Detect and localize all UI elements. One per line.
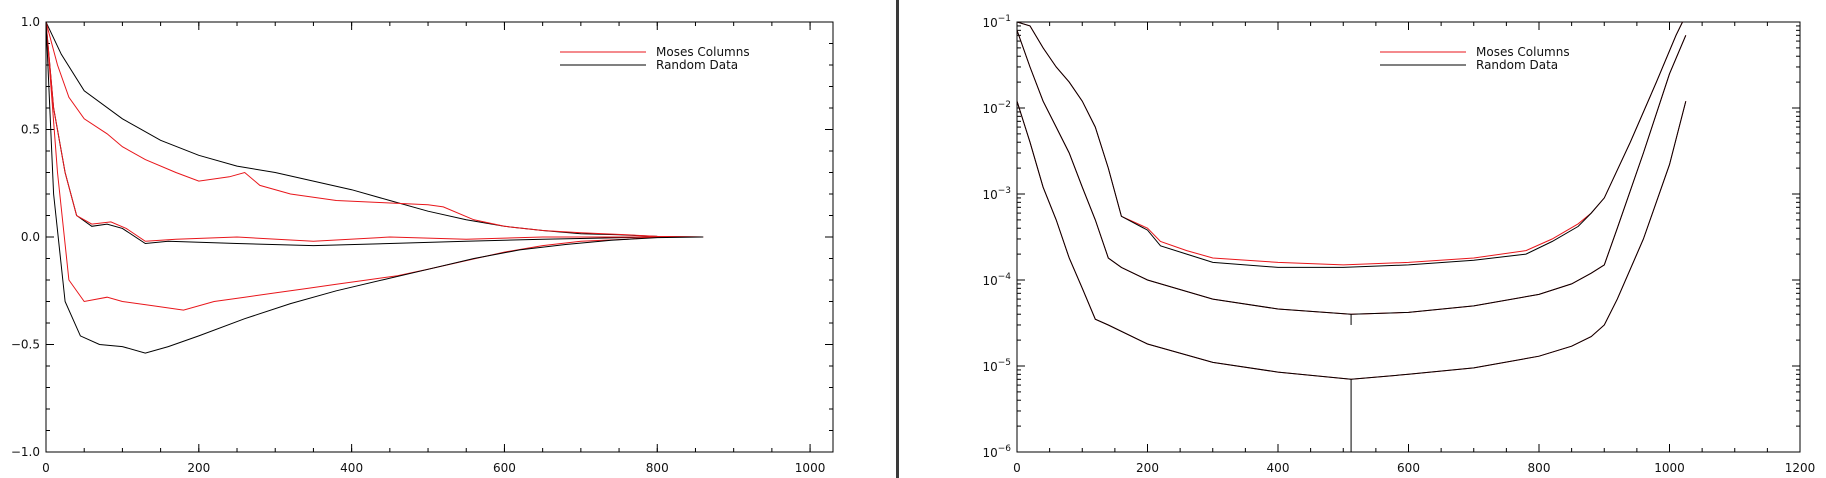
series-group [46, 22, 704, 354]
legend-label: Moses Columns [1476, 45, 1570, 59]
series-group [1017, 22, 1687, 452]
series-line-3 [1017, 30, 1687, 315]
y-tick-label: 1.0 [21, 15, 40, 29]
series-line-3 [46, 22, 704, 247]
legend-label: Random Data [656, 58, 738, 72]
y-tick-label: 0.0 [21, 230, 40, 244]
x-tick-label: 600 [493, 461, 516, 475]
x-tick-label: 0 [42, 461, 50, 475]
y-tick-label: −1.0 [11, 445, 40, 459]
series-line-4 [1017, 30, 1687, 315]
chart-1: 0 200 400 600 800 1000 −1.0 −0.5 0.0 0.5 1.0 Moses … [11, 15, 834, 475]
y-tick-label: 10−2 [982, 100, 1011, 116]
y-tick-label: 10−3 [982, 186, 1011, 202]
series-line-5 [1017, 101, 1687, 380]
series-line-1 [1017, 22, 1683, 266]
legend-label: Random Data [1476, 58, 1558, 72]
series-line-6 [1017, 101, 1687, 380]
plot-frame [1016, 21, 1801, 453]
x-tick-label: 1200 [1785, 461, 1816, 475]
y-tick-label: 10−5 [982, 358, 1011, 374]
legend-label: Moses Columns [656, 45, 750, 59]
panel-divider [896, 0, 899, 478]
x-tick-label: 200 [187, 461, 210, 475]
series-line-1 [46, 22, 704, 238]
plot-frame [45, 21, 834, 453]
x-tick-label: 1000 [795, 461, 826, 475]
series-line-2 [1017, 22, 1683, 268]
x-tick-label: 1000 [1654, 461, 1685, 475]
series-line-2 [46, 22, 704, 238]
series-line-5 [46, 22, 704, 311]
x-tick-label: 800 [1528, 461, 1551, 475]
y-tick-label: 10−6 [982, 444, 1011, 460]
series-line-6 [46, 22, 704, 354]
x-tick-label: 800 [646, 461, 669, 475]
x-tick-label: 0 [1013, 461, 1021, 475]
x-tick-label: 400 [1267, 461, 1290, 475]
y-tick-label: 10−1 [982, 14, 1011, 30]
chart-2: 0 200 400 600 800 1000 1200 10−6 10−5 10−4 10−3 10−… [982, 14, 1815, 475]
x-tick-label: 200 [1136, 461, 1159, 475]
y-tick-label: 0.5 [21, 123, 40, 137]
series-line-4 [46, 22, 704, 242]
x-tick-label: 600 [1397, 461, 1420, 475]
y-tick-label: −0.5 [11, 338, 40, 352]
x-tick-label: 400 [340, 461, 363, 475]
y-tick-label: 10−4 [982, 272, 1011, 288]
